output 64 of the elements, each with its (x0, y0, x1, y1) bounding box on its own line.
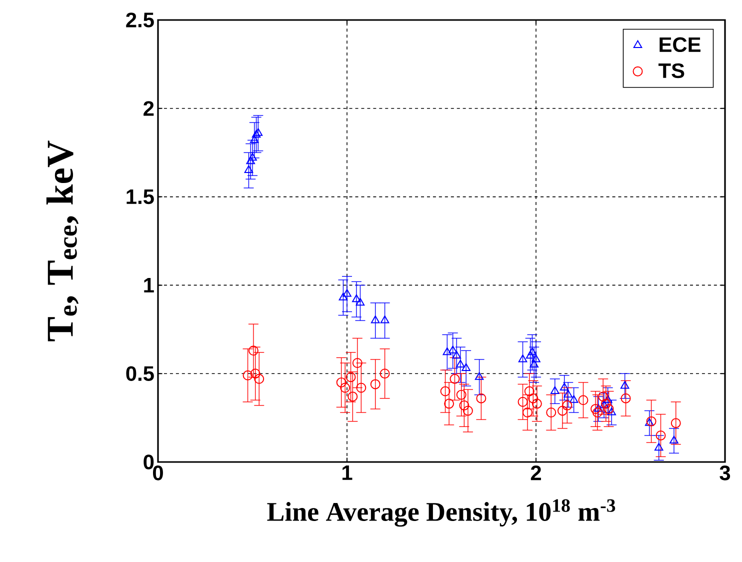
point (670, 418, 681, 428)
point (346, 372, 356, 382)
point (252, 130, 261, 138)
point (450, 374, 460, 384)
x-axis-title: Line Average Density, 10$^{18}$ m$^{-3}$ (267, 499, 616, 527)
point (370, 316, 380, 324)
y-tick-label: 0.5 (126, 366, 154, 382)
point (607, 407, 616, 416)
point (522, 407, 532, 418)
point (254, 374, 264, 384)
point (569, 395, 578, 403)
point (532, 398, 542, 409)
point (620, 393, 631, 404)
point (380, 368, 390, 379)
point (550, 386, 560, 394)
point (528, 393, 538, 404)
point (462, 363, 470, 372)
legend-label: TS (658, 63, 684, 78)
point (244, 165, 254, 174)
point (476, 393, 486, 404)
point (370, 379, 380, 390)
y-tick-label: 2.5 (126, 12, 154, 28)
y-axis-title: T$_{e}$, T$_{ece}$, keV (46, 140, 79, 342)
point (645, 418, 654, 426)
x-tick-label: 1 (342, 466, 352, 480)
point (594, 404, 603, 412)
y-tick-label: 1 (144, 278, 154, 292)
point (342, 289, 352, 297)
point (442, 347, 452, 356)
point (546, 407, 556, 418)
point (598, 392, 608, 402)
y-tick-label: 0 (144, 454, 154, 470)
legend-label: ECE (660, 37, 700, 52)
point (336, 377, 346, 388)
point (348, 392, 358, 402)
y-tick-label: 2 (144, 101, 154, 116)
point (590, 404, 601, 414)
point (380, 316, 390, 324)
point (356, 298, 365, 306)
point (462, 406, 473, 416)
y-tick-label: 1.5 (126, 190, 154, 204)
x-tick-label: 3 (720, 466, 730, 480)
point (456, 360, 465, 368)
point (518, 396, 528, 407)
point (356, 382, 366, 393)
point (518, 354, 528, 362)
point (562, 400, 572, 410)
point (338, 292, 348, 300)
point (654, 442, 664, 451)
point (557, 406, 568, 416)
point (254, 128, 263, 136)
point (452, 350, 462, 359)
point (440, 386, 450, 396)
point (444, 398, 454, 409)
point (578, 395, 588, 406)
x-tick-label: 2 (530, 466, 541, 480)
point (459, 400, 470, 410)
point (474, 372, 484, 380)
point (670, 436, 678, 444)
point (352, 294, 361, 302)
point (456, 390, 466, 400)
point (532, 354, 540, 362)
point (620, 380, 630, 389)
point (524, 386, 534, 396)
